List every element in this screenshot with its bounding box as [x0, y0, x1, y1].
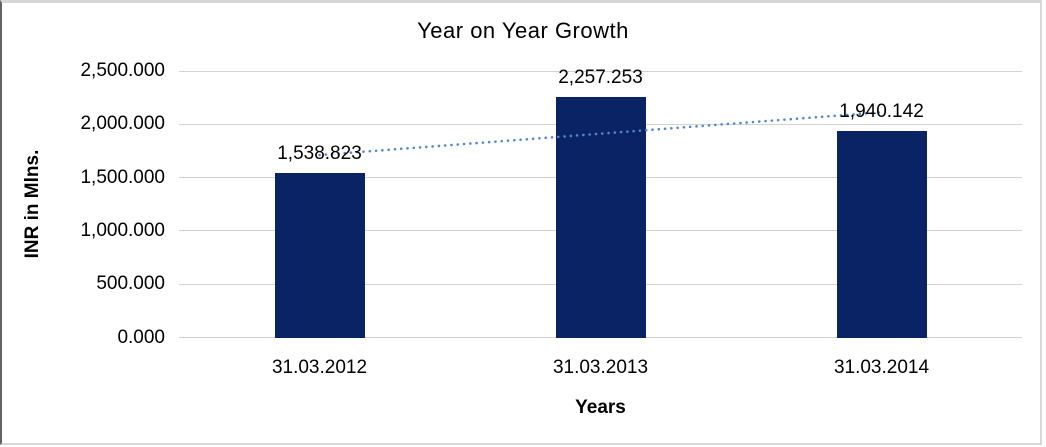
bar — [836, 130, 927, 338]
trendline — [318, 110, 883, 157]
x-axis-title: Years — [575, 397, 626, 418]
chart-title: Year on Year Growth — [417, 18, 629, 43]
y-tick-label: 1,500.000 — [80, 166, 165, 188]
data-label: 2,257.253 — [558, 66, 643, 88]
x-category-label: 31.03.2014 — [833, 357, 930, 378]
y-tick-label: 0.000 — [117, 326, 165, 348]
gridline — [179, 337, 1022, 338]
data-label: 1,538.823 — [277, 143, 362, 165]
data-label: 1,940.142 — [839, 100, 924, 122]
x-category-label: 31.03.2012 — [271, 357, 368, 378]
bar — [274, 173, 365, 338]
y-tick-label: 1,000.000 — [80, 219, 165, 241]
x-category-label: 31.03.2013 — [552, 357, 649, 378]
y-tick-label: 500.000 — [96, 273, 165, 295]
y-tick-label: 2,500.000 — [80, 60, 165, 81]
y-tick-label: 2,000.000 — [80, 113, 165, 135]
gridline — [179, 70, 1022, 72]
